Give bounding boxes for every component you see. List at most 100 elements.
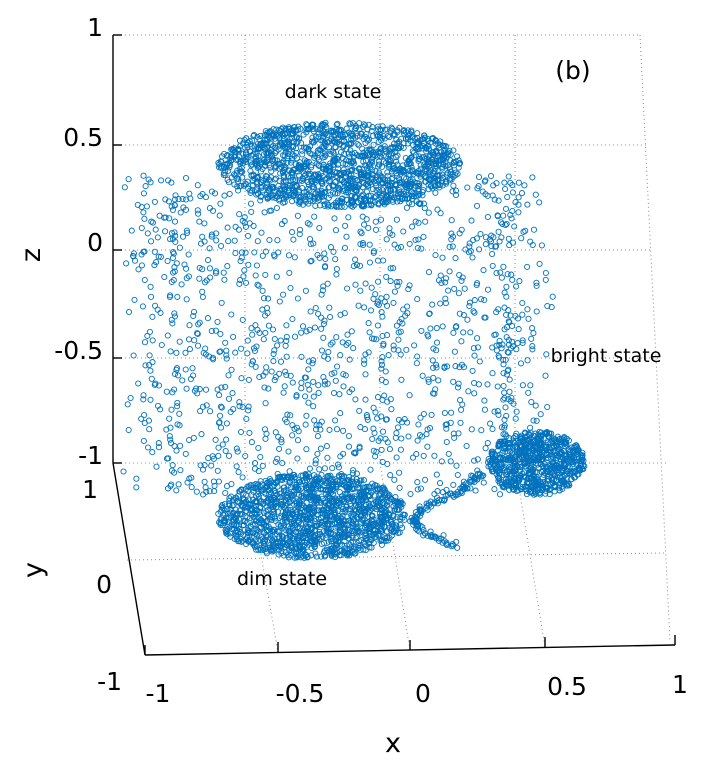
scatter-point [335,203,342,210]
scatter-point [416,528,423,535]
scatter-point [455,164,462,171]
scatter-point [508,394,515,401]
scatter-point [197,408,204,415]
scatter-point [391,476,398,483]
scatter-point [232,250,239,257]
scatter-point [352,183,359,190]
scatter-point [395,347,402,354]
scatter-point [199,403,207,410]
scatter-point [217,424,225,431]
scatter-point [223,347,230,354]
scatter-point [506,470,514,477]
scatter-point [185,251,192,258]
scatter-point [278,497,285,504]
scatter-point [313,553,320,560]
scatter-point [439,254,446,261]
scatter-point [274,470,281,477]
scatter-point [299,151,306,158]
scatter-point [236,166,243,173]
scatter-point [414,353,421,360]
scatter-point [283,353,290,360]
scatter-point [302,393,309,400]
scatter-point [171,313,178,320]
scatter-point [337,182,344,189]
scatter-point [498,461,505,468]
scatter-point [299,323,307,330]
scatter-point [500,212,507,219]
scatter-point [232,172,239,179]
scatter-point [366,241,373,248]
scatter-point [418,327,425,334]
scatter-point [260,521,268,528]
scatter-point [508,478,515,485]
scatter-point [431,183,438,190]
scatter-point [262,329,269,336]
scatter-point [480,479,487,486]
scatter-point [165,198,172,205]
scatter-point [149,359,156,366]
scatter-point [343,145,350,152]
scatter-point [144,444,152,451]
scatter-point [389,231,396,238]
scatter-point [576,465,583,472]
scatter-point [352,194,359,201]
scatter-point [297,194,304,201]
scatter-point [198,431,205,438]
scatter-point [209,354,217,361]
scatter-point [158,341,165,349]
scatter-point [291,184,298,191]
scatter-point [331,369,338,376]
scatter-point [378,361,386,368]
scatter-point [536,199,543,206]
scatter-point [209,207,217,214]
scatter-point [442,421,449,428]
scatter-point [167,436,174,443]
scatter-point [322,500,329,507]
scatter-point [318,347,326,354]
scatter-point [164,332,171,339]
scatter-point [420,452,427,459]
scatter-point [375,301,382,308]
scatter-point [169,254,176,262]
scatter-point [365,121,372,128]
scatter-point [255,546,262,554]
scatter-point [458,277,465,284]
scatter-point [425,333,432,340]
scatter-point [201,238,208,245]
scatter-point [166,293,173,301]
scatter-point [157,406,164,413]
scatter-point [384,528,391,535]
y-axis-label: y [18,562,49,578]
scatter-point [527,382,534,389]
scatter-point [508,215,515,222]
scatter-point [279,473,286,480]
scatter-point [519,339,526,346]
scatter-point [469,254,476,261]
scatter-point [349,470,356,477]
scatter-point [242,279,250,286]
scatter-point [409,223,416,230]
scatter-point [267,514,274,521]
scatter-point [366,259,373,266]
scatter-point [333,155,340,162]
scatter-point [171,264,178,271]
scatter-point [253,507,260,514]
scatter-point [318,291,325,298]
scatter-point [417,165,424,172]
scatter-point [230,147,237,154]
scatter-point [435,277,443,284]
scatter-point [370,425,377,432]
scatter-point [283,333,290,340]
scatter-point [174,372,182,379]
scatter-point [204,257,212,264]
scatter-point [328,203,335,210]
scatter-point [327,151,334,158]
scatter-point [507,441,514,448]
scatter-point [235,498,242,506]
scatter-point [402,195,409,202]
scatter-point [309,488,316,495]
scatter-point [425,186,432,193]
scatter-point [264,129,271,136]
scatter-point [404,310,411,317]
